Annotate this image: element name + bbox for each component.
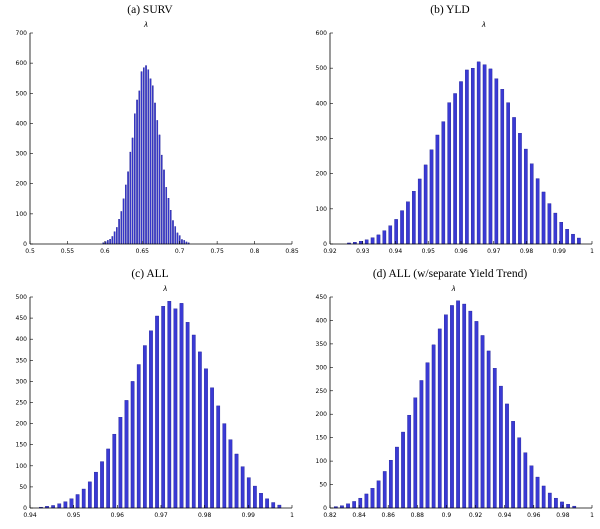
svg-text:0: 0 — [323, 241, 327, 248]
svg-text:200: 200 — [316, 411, 328, 418]
svg-text:0.82: 0.82 — [323, 512, 337, 519]
svg-text:0.65: 0.65 — [136, 248, 150, 255]
svg-text:0.98: 0.98 — [520, 248, 534, 255]
svg-text:0.94: 0.94 — [23, 512, 37, 519]
svg-text:300: 300 — [316, 136, 328, 143]
panel-surv: (a) SURV 0 100 200 300 400 500 600 700 0.5 0.55 0.… — [0, 0, 300, 264]
histogram-all: 0 50 100 150 200 250 300 350 400 450 500 0.94 0.95 0.… — [16, 285, 295, 519]
svg-text:100: 100 — [316, 206, 328, 213]
panel-all: (c) ALL 0 50 100 150 200 250 300 350 400 450 500 0.… — [0, 264, 300, 529]
svg-text:0.9: 0.9 — [442, 512, 452, 519]
svg-text:1: 1 — [590, 248, 594, 255]
panel-title-surv: (a) SURV — [127, 4, 173, 16]
svg-text:0: 0 — [23, 241, 27, 248]
svg-text:0.7: 0.7 — [175, 248, 185, 255]
svg-text:200: 200 — [316, 171, 328, 178]
svg-text:600: 600 — [16, 60, 28, 67]
svg-text:0.55: 0.55 — [61, 248, 75, 255]
svg-text:0.93: 0.93 — [356, 248, 370, 255]
svg-text:350: 350 — [316, 341, 328, 348]
svg-text:600: 600 — [316, 30, 328, 37]
svg-text:0.92: 0.92 — [323, 248, 337, 255]
histogram-yld: 0 100 200 300 400 500 600 0.92 0.93 0.94 0.95 0.96 0… — [316, 21, 595, 255]
svg-text:λ: λ — [143, 21, 148, 29]
svg-text:200: 200 — [16, 421, 28, 428]
svg-text:400: 400 — [316, 317, 328, 324]
svg-text:400: 400 — [316, 100, 328, 107]
svg-text:0.98: 0.98 — [198, 512, 212, 519]
svg-text:0: 0 — [23, 505, 27, 512]
panel-title-all: (c) ALL — [131, 268, 169, 280]
panel-all-separate-yield-trend: (d) ALL (w/separate Yield Trend) 0 50 100 1… — [300, 264, 600, 529]
svg-text:300: 300 — [316, 364, 328, 371]
svg-text:150: 150 — [316, 435, 328, 442]
svg-text:100: 100 — [316, 458, 328, 465]
svg-text:1: 1 — [290, 512, 294, 519]
svg-text:100: 100 — [16, 211, 28, 218]
svg-text:0.6: 0.6 — [100, 248, 110, 255]
svg-text:500: 500 — [316, 65, 328, 72]
svg-text:450: 450 — [316, 294, 328, 301]
panel-title-all-separate-yield-trend: (d) ALL (w/separate Yield Trend) — [372, 268, 528, 280]
svg-text:50: 50 — [19, 484, 27, 491]
svg-text:0.94: 0.94 — [498, 512, 512, 519]
svg-text:0.8: 0.8 — [250, 248, 260, 255]
svg-text:0.96: 0.96 — [527, 512, 541, 519]
svg-text:700: 700 — [16, 30, 28, 37]
svg-text:0.96: 0.96 — [111, 512, 125, 519]
svg-text:200: 200 — [16, 181, 28, 188]
svg-text:0.84: 0.84 — [352, 512, 366, 519]
svg-text:0.95: 0.95 — [422, 248, 436, 255]
svg-text:350: 350 — [16, 357, 28, 364]
histogram-surv: 0 100 200 300 400 500 600 700 0.5 0.55 0.6 0.65 0.7 0… — [16, 21, 299, 255]
svg-text:500: 500 — [16, 294, 28, 301]
svg-text:λ: λ — [162, 285, 167, 293]
svg-text:450: 450 — [16, 315, 28, 322]
panel-title-yld: (b) YLD — [430, 4, 470, 16]
svg-text:300: 300 — [16, 378, 28, 385]
svg-text:250: 250 — [16, 400, 28, 407]
svg-text:0.95: 0.95 — [67, 512, 81, 519]
svg-text:100: 100 — [16, 463, 28, 470]
histogram-all-separate-yield-trend: 0 50 100 150 200 250 300 350 400 450 0.82 0.84 0.86 0… — [316, 285, 595, 519]
svg-text:λ: λ — [481, 21, 486, 29]
svg-text:0.92: 0.92 — [469, 512, 483, 519]
svg-text:0.97: 0.97 — [154, 512, 168, 519]
svg-text:50: 50 — [319, 482, 327, 489]
svg-text:0.94: 0.94 — [389, 248, 403, 255]
svg-text:0.86: 0.86 — [382, 512, 396, 519]
svg-text:1: 1 — [590, 512, 594, 519]
svg-text:150: 150 — [16, 442, 28, 449]
svg-text:300: 300 — [16, 151, 28, 158]
svg-text:250: 250 — [316, 388, 328, 395]
svg-text:0.5: 0.5 — [25, 248, 35, 255]
svg-text:0.85: 0.85 — [285, 248, 299, 255]
panel-yld: (b) YLD 0 100 200 300 400 500 600 0.92 0.93 0.94 0… — [300, 0, 600, 264]
svg-text:400: 400 — [16, 336, 28, 343]
svg-text:400: 400 — [16, 120, 28, 127]
svg-text:0.75: 0.75 — [210, 248, 224, 255]
svg-text:0: 0 — [323, 505, 327, 512]
svg-text:0.97: 0.97 — [487, 248, 501, 255]
svg-text:0.98: 0.98 — [556, 512, 570, 519]
svg-text:0.96: 0.96 — [454, 248, 468, 255]
svg-text:λ: λ — [451, 285, 456, 293]
svg-text:500: 500 — [16, 90, 28, 97]
svg-text:0.88: 0.88 — [411, 512, 425, 519]
svg-text:0.99: 0.99 — [553, 248, 567, 255]
svg-text:0.99: 0.99 — [242, 512, 256, 519]
